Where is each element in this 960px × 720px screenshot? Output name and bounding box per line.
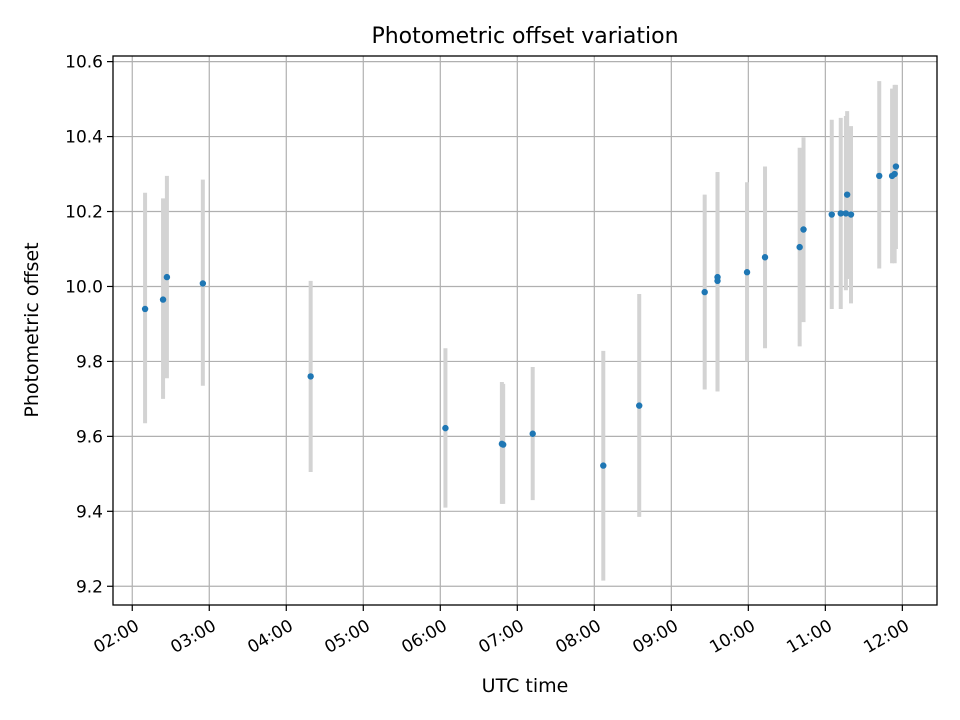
y-axis-label: Photometric offset (21, 242, 43, 417)
data-point (714, 277, 721, 285)
data-point (159, 296, 167, 303)
data-point (743, 269, 751, 276)
data-point (891, 170, 898, 178)
data-point (701, 288, 708, 296)
y-tick-label: 9.4 (76, 502, 103, 522)
data-point (837, 210, 844, 217)
data-point (892, 163, 900, 170)
y-tick-label: 9.8 (76, 352, 103, 372)
y-tick-label: 9.6 (76, 427, 103, 447)
data-point (800, 226, 807, 233)
data-point (163, 273, 171, 281)
x-axis-label: UTC time (482, 675, 569, 697)
data-points (141, 163, 900, 469)
data-point (442, 424, 449, 432)
data-point (843, 191, 851, 198)
data-point (141, 305, 149, 313)
data-point (600, 462, 607, 469)
data-point (307, 373, 314, 380)
data-point (761, 254, 769, 261)
y-tick-label: 9.2 (76, 577, 103, 597)
data-point (847, 211, 855, 218)
plot-frame (112, 55, 938, 606)
y-tick-label: 10.2 (65, 203, 103, 223)
data-point (199, 280, 207, 287)
data-point (842, 210, 850, 217)
y-tick-label: 10.4 (65, 128, 103, 148)
y-tick-label: 10.6 (65, 53, 103, 73)
chart-title: Photometric offset variation (371, 24, 678, 49)
grid (113, 56, 937, 605)
data-point (876, 172, 883, 180)
data-point (796, 243, 803, 251)
y-tick-label: 10.0 (65, 277, 103, 297)
y-axis-ticks: 9.2 9.4 9.6 9.8 10.0 10.2 10.4 10.6 (65, 53, 113, 597)
data-point (828, 211, 835, 218)
data-point (636, 402, 643, 409)
data-point (529, 430, 536, 437)
data-point (499, 441, 507, 448)
